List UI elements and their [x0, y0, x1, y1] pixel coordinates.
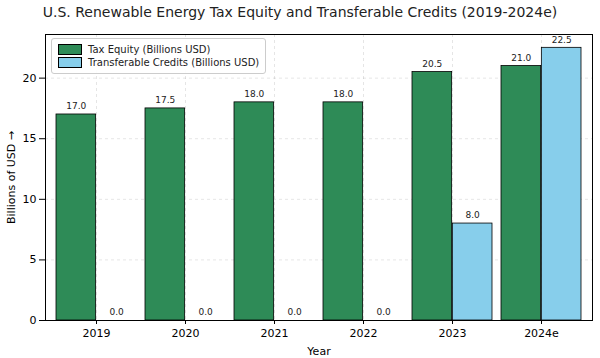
- svg-text:0.0: 0.0: [288, 307, 303, 317]
- svg-text:10: 10: [23, 193, 37, 206]
- svg-text:2021: 2021: [261, 327, 289, 340]
- svg-text:18.0: 18.0: [244, 89, 264, 99]
- svg-text:0.0: 0.0: [377, 307, 392, 317]
- svg-text:Year: Year: [306, 345, 331, 358]
- svg-text:2024e: 2024e: [524, 327, 559, 340]
- html-text:Tax Equity (Billions USD): Tax Equity (Billions USD): [88, 44, 211, 55]
- svg-text:2020: 2020: [172, 327, 200, 340]
- svg-text:2019: 2019: [83, 327, 111, 340]
- html-text:U.S. Renewable Energy Tax Equi: U.S. Renewable Energy Tax Equity and Tra…: [42, 4, 558, 20]
- html-text:Transferable Credits (Billions: Transferable Credits (Billions USD): [88, 57, 260, 68]
- svg-text:0.0: 0.0: [199, 307, 214, 317]
- svg-text:Billions of USD →: Billions of USD →: [5, 131, 18, 224]
- svg-text:5: 5: [30, 253, 37, 266]
- svg-text:8.0: 8.0: [466, 210, 481, 220]
- svg-text:21.0: 21.0: [511, 53, 531, 63]
- svg-text:17.0: 17.0: [66, 101, 86, 111]
- svg-text:20: 20: [23, 72, 37, 85]
- svg-text:18.0: 18.0: [333, 89, 353, 99]
- svg-text:2023: 2023: [439, 327, 467, 340]
- svg-text:22.5: 22.5: [552, 35, 572, 45]
- svg-text:0.0: 0.0: [110, 307, 125, 317]
- svg-text:20.5: 20.5: [422, 59, 442, 69]
- svg-text:0: 0: [30, 314, 37, 327]
- svg-text:17.5: 17.5: [155, 95, 175, 105]
- svg-text:15: 15: [23, 132, 37, 145]
- svg-text:2022: 2022: [350, 327, 378, 340]
